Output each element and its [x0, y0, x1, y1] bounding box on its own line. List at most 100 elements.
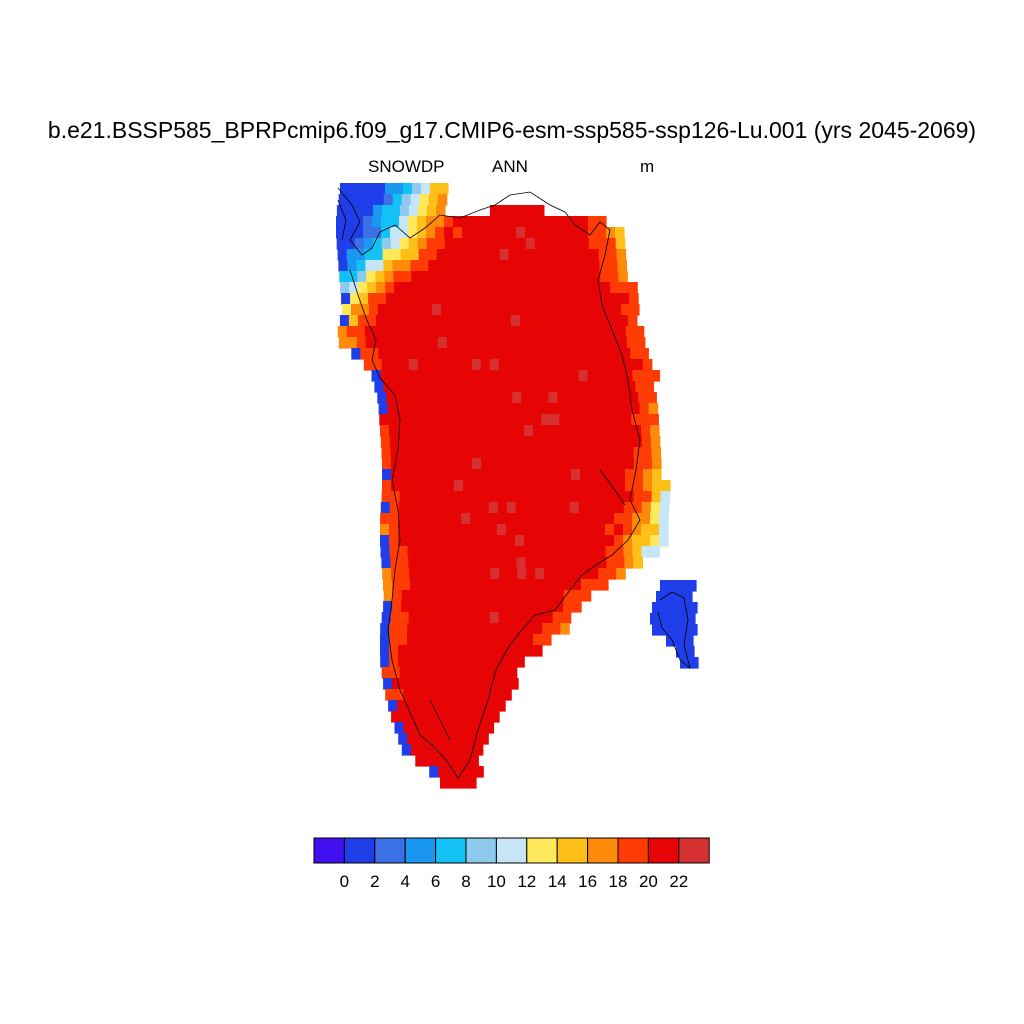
grid-cell: [354, 205, 365, 217]
grid-cell: [436, 326, 447, 338]
grid-cell: [661, 480, 671, 492]
grid-cell: [517, 480, 527, 492]
colorbar-box: [678, 837, 710, 864]
grid-cell: [641, 546, 652, 558]
grid-cell: [581, 260, 591, 272]
grid-cell: [447, 766, 457, 778]
grid-cell: [593, 392, 603, 404]
grid-cell: [530, 293, 540, 305]
grid-cell: [437, 590, 448, 602]
grid-cell: [357, 315, 368, 327]
grid-cell: [615, 227, 625, 239]
grid-cell: [545, 590, 556, 602]
grid-cell: [580, 249, 591, 261]
grid-cell: [503, 392, 513, 404]
grid-cell: [572, 590, 583, 602]
grid-cell: [623, 370, 634, 382]
grid-cell: [428, 678, 438, 690]
grid-cell: [389, 502, 400, 514]
grid-cell: [415, 700, 425, 712]
grid-cell: [425, 733, 435, 745]
grid-cell: [670, 624, 680, 636]
grid-cell: [452, 524, 462, 536]
grid-cell: [515, 425, 525, 437]
grid-cell: [544, 469, 554, 481]
grid-cell: [382, 326, 393, 338]
grid-cell: [425, 535, 435, 547]
grid-cell: [579, 227, 589, 239]
grid-cell: [479, 546, 490, 558]
grid-cell: [579, 216, 589, 228]
grid-cell: [463, 469, 473, 481]
grid-cell: [399, 612, 410, 624]
grid-cell: [630, 348, 640, 360]
grid-cell: [533, 546, 544, 558]
grid-cell: [506, 546, 517, 558]
grid-cell: [641, 425, 651, 437]
colorbar-box: [526, 837, 558, 864]
grid-cell: [348, 271, 358, 283]
grid-cell: [529, 282, 539, 294]
grid-cell: [634, 458, 644, 470]
grid-cell: [461, 645, 471, 657]
grid-cell: [371, 370, 382, 382]
grid-cell: [536, 381, 546, 393]
grid-cell: [677, 613, 687, 625]
grid-cell: [522, 348, 532, 360]
grid-cell: [434, 535, 444, 547]
grid-cell: [380, 436, 391, 448]
grid-cell: [489, 447, 500, 459]
grid-cell: [550, 414, 560, 426]
grid-cell: [511, 282, 521, 294]
grid-cell: [509, 590, 520, 602]
grid-cell: [453, 491, 464, 503]
grid-cell: [593, 293, 603, 305]
grid-cell: [462, 227, 472, 239]
grid-cell: [409, 458, 419, 470]
grid-cell: [499, 458, 509, 470]
grid-cell: [631, 414, 641, 426]
grid-cell: [569, 425, 579, 437]
grid-cell: [525, 447, 536, 459]
grid-cell: [650, 535, 660, 547]
grid-cell: [389, 370, 400, 382]
grid-cell: [391, 480, 401, 492]
grid-cell: [471, 359, 482, 371]
grid-cell: [452, 502, 463, 514]
grid-cell: [459, 304, 469, 316]
grid-cell: [625, 480, 635, 492]
grid-cell: [471, 216, 481, 228]
grid-cell: [535, 469, 545, 481]
grid-cell: [464, 381, 474, 393]
grid-cell: [471, 491, 482, 503]
grid-cell: [416, 513, 426, 525]
grid-cell: [490, 249, 501, 261]
grid-cell: [516, 205, 527, 217]
grid-cell: [536, 337, 547, 349]
grid-cell: [632, 535, 642, 547]
grid-cell: [545, 601, 555, 613]
grid-cell: [364, 326, 375, 338]
grid-cell: [576, 403, 587, 415]
grid-cell: [587, 513, 597, 525]
grid-cell: [660, 491, 671, 503]
grid-cell: [398, 623, 408, 635]
grid-cell: [496, 700, 506, 712]
grid-cell: [449, 392, 459, 404]
grid-cell: [409, 326, 420, 338]
grid-cell: [338, 337, 349, 349]
grid-cell: [418, 249, 429, 261]
grid-cell: [568, 414, 578, 426]
grid-cell: [587, 546, 598, 558]
grid-cell: [561, 612, 572, 624]
grid-cell: [596, 502, 607, 514]
grid-cell: [381, 557, 391, 569]
grid-cell: [517, 326, 528, 338]
grid-cell: [526, 469, 536, 481]
grid-cell: [488, 634, 498, 646]
grid-cell: [564, 271, 574, 283]
grid-cell: [425, 425, 435, 437]
grid-cell: [393, 315, 404, 327]
colorbar-boxes: [313, 837, 710, 864]
grid-cell: [594, 348, 604, 360]
